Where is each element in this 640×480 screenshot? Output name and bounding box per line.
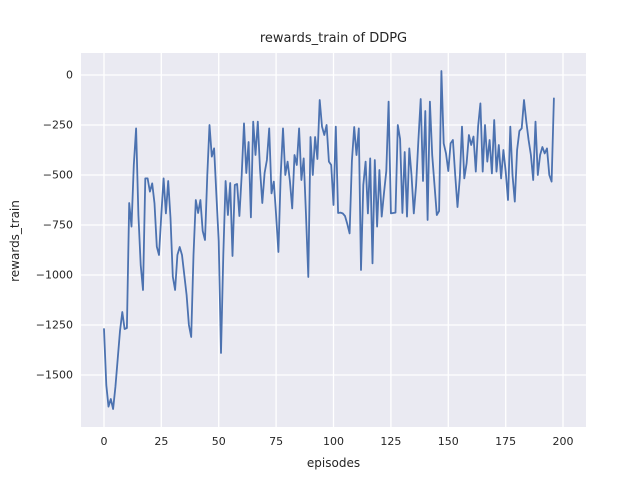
reward-line	[103, 70, 555, 410]
chart-title: rewards_train of DDPG	[259, 31, 408, 46]
y-tick-label: 0	[66, 68, 73, 82]
x-tick-label: 75	[269, 435, 284, 448]
y-tick-label: −750	[42, 218, 73, 232]
x-tick-label: 125	[380, 435, 402, 448]
x-tick-label: 50	[211, 435, 226, 448]
y-tick-label: −1250	[35, 318, 73, 332]
x-tick-label: 100	[323, 435, 344, 448]
plot-area	[81, 53, 586, 427]
y-tick-label: −250	[42, 118, 73, 132]
x-tick-label: 0	[100, 435, 108, 448]
line-chart	[81, 53, 586, 427]
y-axis-label: rewards_train	[8, 200, 22, 282]
x-tick-label: 150	[437, 435, 459, 448]
y-tick-label: −1500	[35, 368, 73, 382]
x-axis-label: episodes	[306, 456, 361, 470]
y-tick-label: −500	[42, 168, 73, 182]
x-tick-label: 200	[552, 435, 574, 448]
x-tick-label: 25	[154, 435, 169, 448]
y-tick-label: −1000	[35, 268, 73, 282]
x-tick-label: 175	[495, 435, 517, 448]
